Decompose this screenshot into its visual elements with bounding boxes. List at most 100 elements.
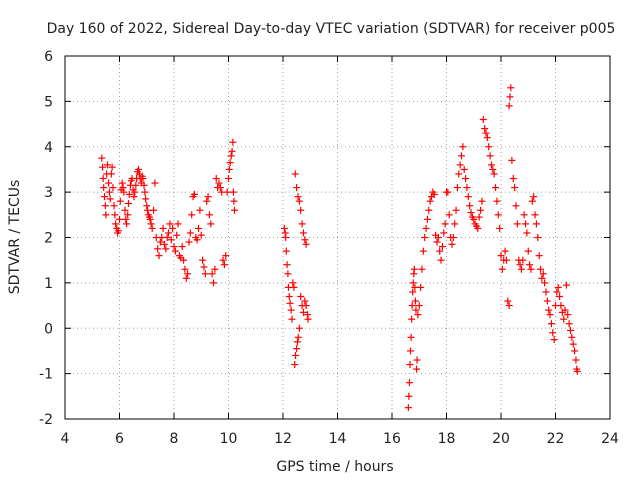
data-point <box>201 270 209 278</box>
data-point <box>167 236 175 244</box>
data-point <box>506 93 514 101</box>
data-point <box>171 247 179 255</box>
data-point <box>288 315 296 323</box>
data-point <box>543 297 551 305</box>
data-point <box>496 224 504 232</box>
data-point <box>109 184 117 192</box>
data-point <box>120 188 128 196</box>
data-point <box>200 263 208 271</box>
data-point <box>123 220 131 228</box>
data-point <box>141 188 149 196</box>
data-point <box>100 184 108 192</box>
data-point <box>483 134 491 142</box>
data-point <box>125 190 133 198</box>
data-point <box>426 197 434 205</box>
data-point <box>419 247 427 255</box>
data-point <box>295 197 303 205</box>
data-point <box>530 193 538 201</box>
data-point <box>498 265 506 273</box>
data-point <box>195 224 203 232</box>
x-tick-label: 24 <box>601 431 619 447</box>
data-point <box>409 288 417 296</box>
data-point <box>225 165 233 173</box>
data-point <box>110 202 118 210</box>
data-point <box>146 215 154 223</box>
data-point <box>571 347 579 355</box>
data-point <box>229 188 237 196</box>
data-point <box>535 252 543 260</box>
data-point <box>415 302 423 310</box>
data-point <box>229 138 237 146</box>
data-point <box>407 333 415 341</box>
data-point <box>467 209 475 217</box>
data-point <box>302 302 310 310</box>
data-point <box>413 356 421 364</box>
data-point <box>156 238 164 246</box>
data-point <box>173 231 181 239</box>
data-point <box>212 175 220 183</box>
data-point <box>455 170 463 178</box>
data-point <box>301 297 309 305</box>
data-point <box>457 152 465 160</box>
data-point <box>299 308 307 316</box>
data-point <box>534 234 542 241</box>
data-point <box>178 243 186 251</box>
data-point <box>299 229 307 237</box>
data-point <box>478 197 486 205</box>
data-point <box>516 261 524 269</box>
data-point <box>131 188 139 196</box>
data-point <box>143 202 151 210</box>
data-point <box>293 184 301 192</box>
data-point <box>408 302 416 310</box>
data-point <box>422 224 430 232</box>
data-point <box>441 220 449 228</box>
data-point <box>568 333 576 341</box>
data-point <box>440 229 448 237</box>
data-point <box>222 252 230 260</box>
data-point <box>148 224 156 232</box>
data-point <box>210 279 218 287</box>
data-point <box>101 202 109 210</box>
data-point <box>532 220 540 228</box>
data-point <box>121 206 129 214</box>
y-tick-label: 3 <box>44 185 53 201</box>
data-point <box>485 143 493 151</box>
data-point <box>118 179 126 187</box>
data-point <box>99 163 107 171</box>
data-point <box>462 175 470 183</box>
y-tick-label: 4 <box>44 140 53 156</box>
data-point <box>527 265 535 273</box>
data-point <box>561 306 569 314</box>
data-point <box>502 256 510 264</box>
data-point <box>572 356 580 364</box>
data-point <box>160 240 168 248</box>
data-point <box>284 270 292 278</box>
data-point <box>287 306 295 314</box>
data-point <box>449 234 457 241</box>
data-point <box>193 236 201 244</box>
data-point <box>230 206 238 214</box>
data-point <box>225 175 232 183</box>
data-point <box>219 256 227 264</box>
data-point <box>479 116 487 124</box>
data-point <box>139 175 147 183</box>
data-point <box>408 315 416 323</box>
data-point <box>513 220 521 228</box>
data-point <box>165 229 173 237</box>
data-point <box>477 206 485 214</box>
y-axis-tick-labels: -2 -1 0 1 2 3 4 5 6 <box>39 49 53 428</box>
data-point <box>285 292 293 300</box>
data-point <box>205 211 213 219</box>
data-point <box>186 229 194 237</box>
data-point <box>452 206 460 214</box>
data-point <box>537 265 545 273</box>
x-tick-label: 20 <box>492 431 510 447</box>
data-point <box>190 190 198 198</box>
data-point <box>505 102 513 110</box>
data-point <box>286 299 294 307</box>
data-point <box>220 261 228 269</box>
data-point <box>456 161 464 169</box>
data-point <box>549 329 557 337</box>
data-point <box>223 188 231 196</box>
data-point <box>140 181 148 189</box>
